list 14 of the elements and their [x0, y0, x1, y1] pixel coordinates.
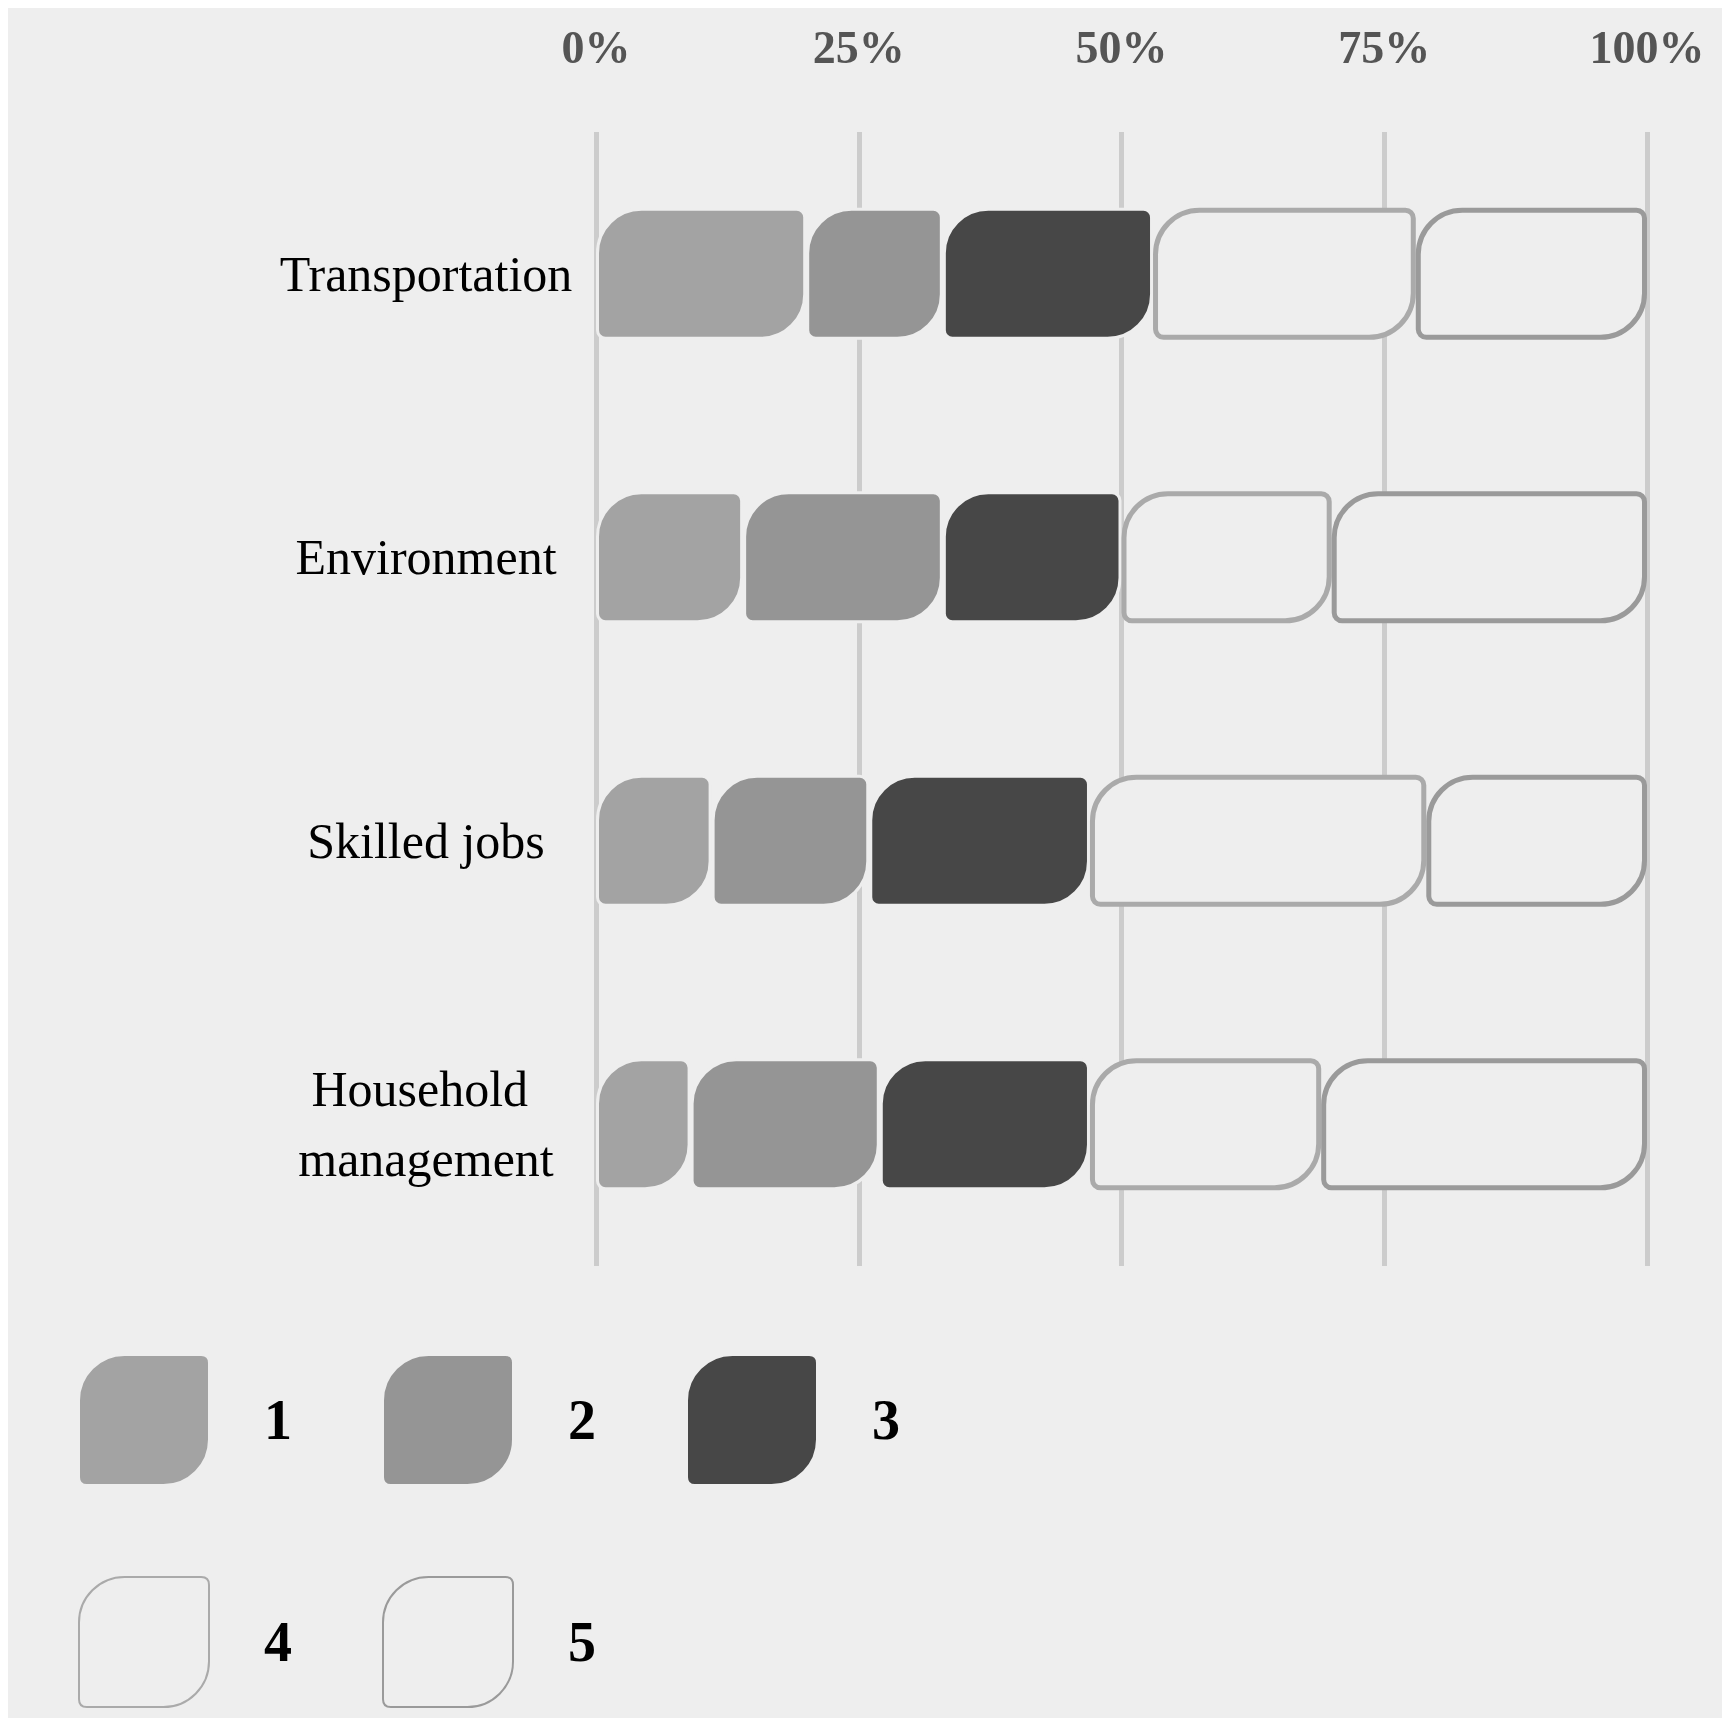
legend-label: 4: [264, 1611, 292, 1673]
legend-label: 1: [264, 1389, 292, 1451]
y-tick-label: Environment: [295, 529, 557, 586]
x-tick-label: 75%: [1338, 21, 1431, 73]
x-tick-label: 100%: [1589, 21, 1705, 73]
x-tick-label: 0%: [561, 21, 631, 73]
x-tick-label: 50%: [1075, 21, 1168, 73]
legend-label: 2: [568, 1389, 596, 1451]
y-tick-label: Household management: [298, 1061, 554, 1188]
legend-label: 5: [568, 1611, 596, 1673]
y-tick-label: Skilled jobs: [307, 812, 545, 869]
x-tick-label: 25%: [812, 21, 905, 73]
y-tick-label: Transportation: [279, 245, 573, 302]
legend-label: 3: [872, 1389, 900, 1451]
